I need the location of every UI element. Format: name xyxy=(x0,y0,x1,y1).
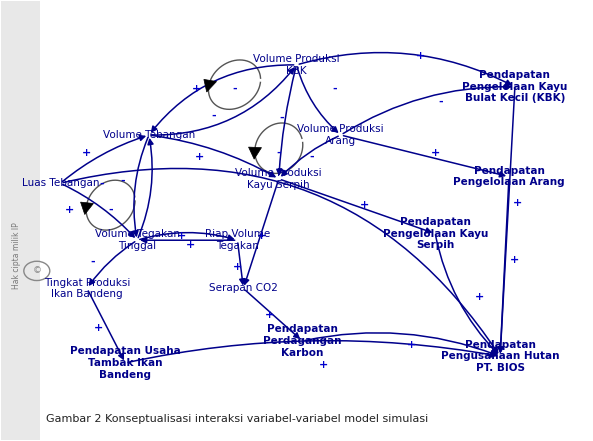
Text: -: - xyxy=(279,112,284,123)
Text: +: + xyxy=(407,340,416,351)
Text: -: - xyxy=(109,205,113,214)
Text: +: + xyxy=(82,148,91,157)
Text: +: + xyxy=(360,200,369,210)
Polygon shape xyxy=(248,147,262,159)
Text: Luas Tebangan: Luas Tebangan xyxy=(22,178,99,188)
Text: +: + xyxy=(177,231,186,241)
Text: +: + xyxy=(318,360,328,370)
Text: Volume Tebangan: Volume Tebangan xyxy=(103,130,195,140)
Text: Volume Produksi
Kayu Serpih: Volume Produksi Kayu Serpih xyxy=(235,168,322,190)
Text: +: + xyxy=(510,255,519,265)
Text: +: + xyxy=(65,205,74,214)
Text: -: - xyxy=(439,97,444,107)
Text: +: + xyxy=(256,231,266,241)
Text: Volume Tegakan
Tinggal: Volume Tegakan Tinggal xyxy=(95,229,180,251)
Bar xyxy=(1,1,40,440)
Text: Riap Volume
Tegakan: Riap Volume Tegakan xyxy=(205,229,270,251)
Text: +: + xyxy=(475,292,484,302)
Text: ©: © xyxy=(32,266,42,275)
Text: -: - xyxy=(91,257,95,267)
Text: Volume Produksi
KBK: Volume Produksi KBK xyxy=(253,54,340,76)
Text: -: - xyxy=(212,110,216,120)
Text: +: + xyxy=(94,323,103,333)
Text: Hak cipta milik IP: Hak cipta milik IP xyxy=(12,222,21,289)
Text: +: + xyxy=(233,262,242,272)
Text: Pendapatan
Pengelolaan Arang: Pendapatan Pengelolaan Arang xyxy=(453,166,565,187)
Text: +: + xyxy=(195,152,204,162)
Text: Tingkat Produksi
Ikan Bandeng: Tingkat Produksi Ikan Bandeng xyxy=(44,278,130,299)
Text: -: - xyxy=(100,178,104,188)
Text: Volume Produksi
Arang: Volume Produksi Arang xyxy=(298,124,384,146)
Text: Pendapatan
Pengelolaan Kayu
Bulat Kecil (KBK): Pendapatan Pengelolaan Kayu Bulat Kecil … xyxy=(462,70,568,104)
Text: +: + xyxy=(431,148,440,157)
Text: -: - xyxy=(309,152,314,162)
Text: -: - xyxy=(333,84,337,94)
Text: -: - xyxy=(120,176,125,186)
Text: -: - xyxy=(232,84,237,94)
Text: +: + xyxy=(513,198,522,208)
Text: Pendapatan Usaha
Tambak Ikan
Bandeng: Pendapatan Usaha Tambak Ikan Bandeng xyxy=(70,346,181,380)
Text: +: + xyxy=(265,310,275,320)
Polygon shape xyxy=(204,79,216,92)
Text: Pendapatan
Pengusahaan Hutan
PT. BIOS: Pendapatan Pengusahaan Hutan PT. BIOS xyxy=(441,340,559,373)
Text: Pendapatan
Perdagangan
Karbon: Pendapatan Perdagangan Karbon xyxy=(263,325,342,358)
Text: +: + xyxy=(416,51,425,61)
Text: Pendapatan
Pengelolaan Kayu
Serpih: Pendapatan Pengelolaan Kayu Serpih xyxy=(382,217,488,250)
Text: Gambar 2 Konseptualisasi interaksi variabel-variabel model simulasi: Gambar 2 Konseptualisasi interaksi varia… xyxy=(46,414,428,424)
Text: Serapan CO2: Serapan CO2 xyxy=(209,284,278,293)
Text: +: + xyxy=(186,239,195,250)
Polygon shape xyxy=(81,202,94,214)
Text: +: + xyxy=(192,84,201,94)
Text: -: - xyxy=(276,148,281,157)
